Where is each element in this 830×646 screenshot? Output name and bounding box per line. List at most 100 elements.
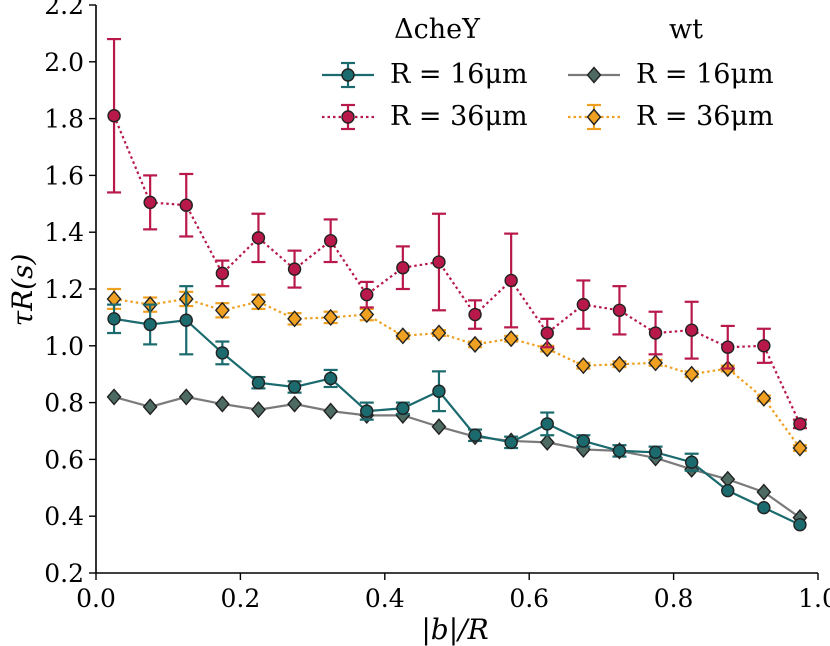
data-point	[575, 357, 591, 375]
x-tick-label: 0.6	[509, 584, 549, 613]
data-point	[503, 330, 519, 348]
data-point	[540, 326, 554, 340]
data-point	[792, 439, 808, 457]
data-point	[576, 434, 591, 448]
legend: ΔcheY wt R = 16μm R = 36μm R = 16μm R = 36μm	[322, 14, 774, 132]
data-point	[287, 310, 302, 328]
series-wt-R = 16μm	[106, 388, 808, 527]
data-point	[539, 433, 555, 451]
y-tick-label: 1.2	[44, 275, 84, 304]
data-point	[323, 371, 338, 386]
data-point	[287, 380, 302, 394]
data-point	[431, 418, 447, 436]
data-point	[612, 355, 627, 373]
y-tick-label: 0.2	[44, 559, 84, 588]
data-point	[432, 255, 446, 269]
data-point	[106, 388, 122, 406]
legend-group-title: wt	[669, 14, 703, 45]
data-point	[432, 384, 446, 398]
data-point	[323, 308, 339, 326]
legend-marker	[341, 110, 355, 124]
data-point	[287, 395, 302, 413]
data-point	[143, 195, 157, 210]
x-tick-label: 1.0	[798, 584, 830, 613]
x-tick-label: 0.8	[654, 584, 694, 613]
series-line	[113, 395, 801, 519]
data-point	[540, 417, 554, 431]
data-point	[215, 346, 230, 360]
x-axis-label: |b|/R	[421, 613, 488, 646]
data-point	[757, 500, 771, 515]
data-point	[251, 293, 266, 311]
data-point	[648, 354, 663, 372]
series-ΔcheY-R = 36μm	[107, 37, 807, 431]
data-point	[251, 231, 266, 245]
data-point	[287, 262, 302, 276]
data-point	[793, 417, 807, 431]
data-point	[793, 518, 807, 532]
legend-label: R = 16μm	[636, 59, 774, 90]
data-point	[648, 326, 663, 340]
data-point	[142, 398, 158, 416]
x-tick-label: 0.2	[221, 584, 261, 613]
x-tick-label: 0.0	[76, 584, 116, 613]
data-point	[684, 365, 700, 383]
x-tick-label: 0.4	[365, 584, 405, 613]
axes: 0.0 0.2 0.4 0.6 0.8 1.00.20.40.60.81.01.21.41…	[44, 0, 830, 613]
data-point	[684, 455, 699, 469]
legend-marker	[586, 66, 602, 84]
legend-label: R = 36μm	[636, 101, 774, 132]
data-point	[396, 401, 410, 415]
data-point	[215, 266, 230, 281]
data-point	[178, 388, 194, 406]
data-point	[757, 339, 771, 353]
data-point	[721, 340, 735, 354]
data-point	[504, 273, 518, 288]
data-point	[648, 445, 663, 459]
data-point	[756, 389, 772, 407]
data-point	[360, 404, 374, 418]
y-axis-label: τR(s)	[6, 254, 39, 327]
series-ΔcheY-R = 16μm	[107, 285, 807, 532]
data-point	[107, 109, 121, 123]
legend-group-title: ΔcheY	[394, 14, 481, 45]
data-point	[214, 395, 230, 413]
series-wt-R = 36μm	[106, 287, 808, 457]
legend-marker	[586, 108, 602, 126]
data-point	[395, 327, 411, 345]
data-point	[179, 198, 193, 212]
y-tick-label: 1.4	[44, 218, 84, 247]
series-line	[113, 115, 801, 425]
legend-entry: R = 36μm	[322, 101, 528, 132]
data-point	[359, 305, 375, 324]
data-point	[396, 261, 410, 275]
data-point	[251, 376, 266, 390]
data-point	[468, 307, 482, 322]
data-point	[251, 401, 266, 419]
data-point	[468, 428, 482, 442]
data-point	[431, 324, 447, 342]
legend-entry: R = 36μm	[568, 101, 774, 132]
y-tick-label: 1.6	[44, 161, 84, 190]
data-point	[612, 444, 627, 458]
data-point	[214, 301, 230, 319]
y-tick-label: 1.8	[44, 105, 84, 134]
data-point	[107, 312, 121, 326]
data-point	[612, 303, 627, 317]
legend-label: R = 16μm	[390, 59, 528, 90]
y-tick-label: 0.4	[44, 502, 84, 531]
data-point	[467, 335, 483, 353]
data-point	[756, 483, 772, 501]
data-point	[143, 317, 157, 332]
y-tick-label: 0.8	[44, 389, 84, 418]
data-point	[360, 287, 374, 302]
data-point	[323, 234, 338, 248]
data-point	[323, 402, 339, 420]
series-layer	[106, 37, 808, 532]
data-point	[721, 483, 735, 498]
y-tick-label: 1.0	[44, 332, 84, 361]
legend-label: R = 36μm	[390, 101, 528, 132]
data-point	[684, 323, 699, 337]
legend-entry: R = 16μm	[322, 59, 528, 90]
